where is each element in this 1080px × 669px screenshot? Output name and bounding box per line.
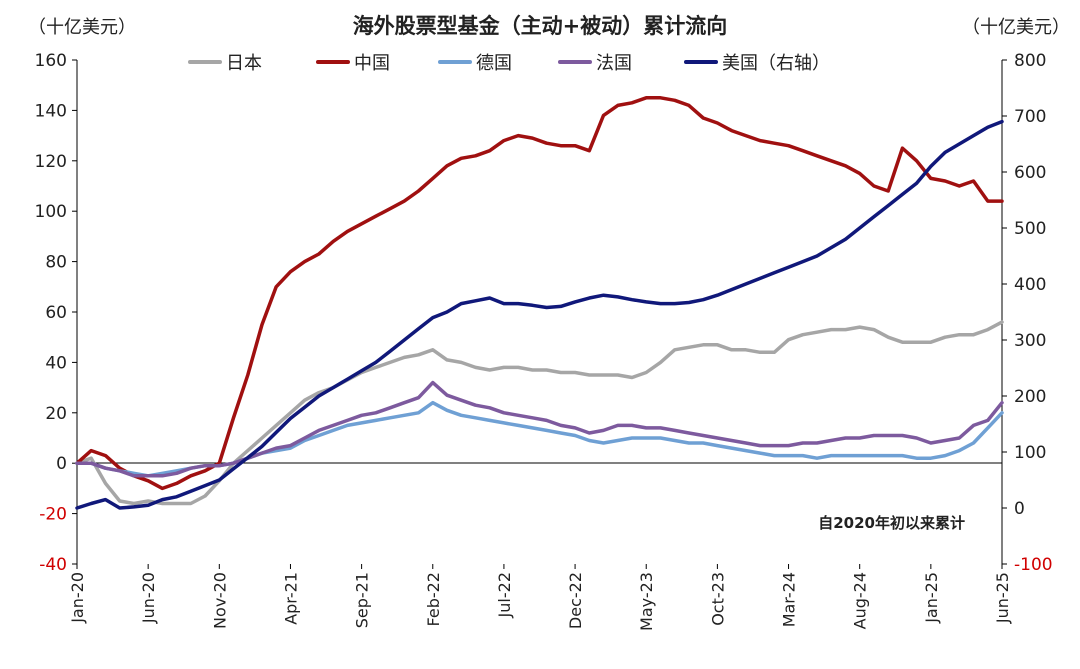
series-line-1: [75, 96, 1004, 491]
x-tick-label: Mar-24: [780, 572, 799, 627]
left-y-tick-label: 60: [45, 303, 67, 323]
x-tick-label: Sep-21: [353, 572, 372, 628]
right-y-tick-label: 700: [1014, 107, 1046, 127]
x-tick-label: Jun-25: [993, 572, 1012, 624]
series-line-4: [75, 119, 1004, 510]
series-line-3: [75, 380, 1004, 478]
left-y-tick-label: 40: [45, 353, 67, 373]
right-y-ticks: 800 700 600 500 400 300 200 100 0 -100: [1002, 51, 1053, 575]
x-tick-label: May-23: [637, 572, 656, 631]
left-y-tick-label: 120: [35, 152, 67, 172]
right-y-tick-label: 500: [1014, 219, 1046, 239]
left-y-tick-label: -40: [39, 555, 67, 575]
right-y-tick-label: 200: [1014, 387, 1046, 407]
x-tick-label: Oct-23: [708, 572, 727, 626]
left-y-tick-label: 140: [35, 101, 67, 121]
x-tick-label: Nov-20: [210, 572, 229, 629]
legend-label: 法国: [596, 53, 632, 74]
left-y-ticks: 160 140 120 100 80 60 40 20 0 -20 -40: [35, 51, 77, 575]
left-axis-unit: （十亿美元）: [28, 17, 136, 38]
right-y-tick-label: 0: [1014, 499, 1025, 519]
left-y-tick-label: 0: [56, 454, 67, 474]
x-ticks: Jan-20 Jun-20 Nov-20 Apr-21 Sep-21 Feb-22 Jul-…: [68, 564, 1012, 631]
legend: 日本 中国 德国 法国 美国（右轴）: [188, 53, 830, 74]
right-y-tick-label: -100: [1014, 555, 1053, 575]
chart-title: 海外股票型基金（主动+被动）累计流向: [353, 14, 728, 38]
legend-label: 德国: [476, 53, 512, 74]
x-tick-label: Jan-20: [68, 572, 87, 624]
cumulative-note: 自2020年初以来累计: [818, 514, 965, 532]
x-tick-label: Jun-20: [139, 572, 158, 624]
x-tick-label: Apr-21: [281, 572, 300, 625]
x-tick-label: Jul-22: [495, 572, 514, 618]
left-y-tick-label: 100: [35, 202, 67, 222]
left-y-tick-label: 160: [35, 51, 67, 71]
right-y-tick-label: 800: [1014, 51, 1046, 71]
legend-label: 日本: [226, 53, 262, 74]
left-y-tick-label: 80: [45, 253, 67, 273]
x-tick-label: Feb-22: [424, 572, 443, 626]
x-tick-label: Dec-22: [566, 572, 585, 629]
right-axis-unit: （十亿美元）: [962, 17, 1070, 38]
right-y-tick-label: 600: [1014, 163, 1046, 183]
x-tick-label: Jan-25: [922, 572, 941, 624]
x-tick-label: Aug-24: [851, 572, 870, 629]
right-y-tick-label: 100: [1014, 443, 1046, 463]
legend-label: 中国: [354, 53, 390, 74]
series-lines: [75, 96, 1004, 510]
right-y-tick-label: 300: [1014, 331, 1046, 351]
legend-label: 美国（右轴）: [722, 53, 830, 74]
left-y-tick-label: -20: [39, 505, 67, 525]
left-y-tick-label: 20: [45, 404, 67, 424]
right-y-tick-label: 400: [1014, 275, 1046, 295]
series-line-0: [75, 320, 1004, 506]
